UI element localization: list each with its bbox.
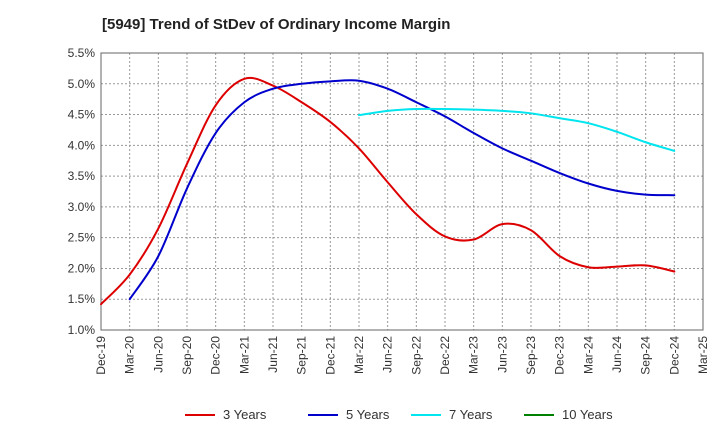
y-tick-label: 3.5% [68, 169, 96, 183]
x-tick-label: Mar-25 [696, 336, 710, 374]
x-tick-label: Mar-23 [467, 336, 481, 374]
x-tick-label: Jun-22 [381, 336, 395, 373]
x-tick-label: Mar-24 [581, 336, 595, 374]
plot-frame [100, 52, 704, 331]
x-tick-label: Mar-20 [123, 336, 137, 374]
y-tick-label: 5.5% [68, 46, 96, 60]
y-tick-label: 2.0% [68, 261, 96, 275]
x-tick-label: Jun-21 [266, 336, 280, 373]
series-line-7-years [358, 107, 676, 152]
x-tick-label: Jun-24 [610, 336, 624, 373]
legend-label: 3 Years [223, 407, 267, 422]
y-tick-label: 1.0% [68, 323, 96, 337]
y-tick-label: 1.5% [68, 292, 96, 306]
legend: 3 Years 5 Years 7 Years 10 Years [185, 407, 613, 422]
y-tick-label: 3.0% [68, 200, 96, 214]
plot-area [101, 53, 703, 330]
legend-label: 10 Years [562, 407, 613, 422]
series-layer [100, 76, 676, 306]
x-tick-label: Sep-22 [409, 336, 423, 375]
y-tick-label: 4.5% [68, 108, 96, 122]
x-tick-label: Dec-22 [438, 336, 452, 375]
x-tick-label: Dec-21 [323, 336, 337, 375]
x-tick-label: Sep-23 [524, 336, 538, 375]
chart-title: [5949] Trend of StDev of Ordinary Income… [102, 16, 451, 33]
x-tick-label: Dec-20 [209, 336, 223, 375]
x-tick-label: Sep-20 [180, 336, 194, 375]
x-tick-label: Jun-20 [151, 336, 165, 373]
y-tick-label: 4.0% [68, 138, 96, 152]
x-tick-label: Dec-23 [553, 336, 567, 375]
x-tick-label: Dec-19 [94, 336, 108, 375]
x-tick-label: Jun-23 [495, 336, 509, 373]
y-tick-label: 5.0% [68, 77, 96, 91]
legend-label: 7 Years [449, 407, 493, 422]
x-tick-label: Dec-24 [667, 336, 681, 375]
x-tick-label: Mar-21 [237, 336, 251, 374]
series-line-3-years [100, 76, 676, 306]
x-tick-label: Mar-22 [352, 336, 366, 374]
axis-layer: 1.0% 1.5% 2.0% 2.5% 3.0% 3.5% 4.0% 4.5% 5.0% 5.5%… [68, 46, 710, 375]
x-tick-label: Sep-24 [639, 336, 653, 375]
x-tick-label: Sep-21 [295, 336, 309, 375]
y-tick-label: 2.5% [68, 231, 96, 245]
series-line-5-years [128, 79, 676, 301]
legend-label: 5 Years [346, 407, 390, 422]
